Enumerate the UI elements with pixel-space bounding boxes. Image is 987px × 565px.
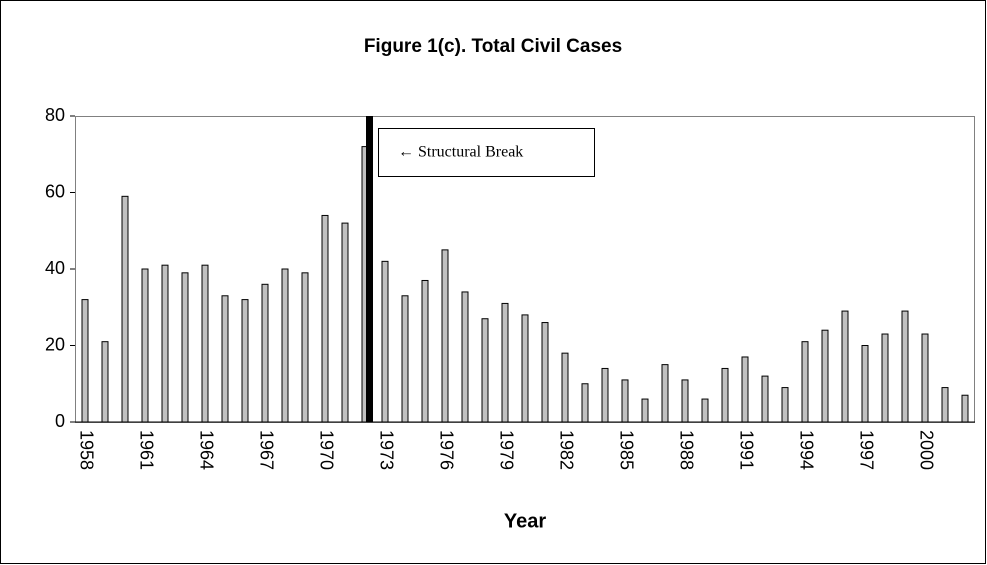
x-tick-label: 1973 xyxy=(376,430,396,470)
bar xyxy=(781,387,789,423)
chart-title: Figure 1(c). Total Civil Cases xyxy=(364,36,622,57)
bar xyxy=(861,345,869,423)
annotation: ← Structural Break xyxy=(398,144,523,161)
bar xyxy=(601,367,609,423)
y-tick-label: 80 xyxy=(45,105,65,125)
x-tick-label: 1985 xyxy=(616,430,636,470)
bar xyxy=(961,394,969,423)
bar xyxy=(461,291,469,423)
x-tick-label: 1982 xyxy=(556,430,576,470)
x-tick-label: 1988 xyxy=(676,430,696,470)
bar xyxy=(721,367,729,423)
bar xyxy=(241,299,249,423)
bar xyxy=(621,379,629,423)
bar xyxy=(481,318,489,423)
bar xyxy=(121,195,129,423)
bar xyxy=(161,264,169,423)
bar xyxy=(101,341,109,423)
bar xyxy=(321,214,329,423)
bar xyxy=(881,333,889,423)
x-tick-label: 1976 xyxy=(436,430,456,470)
y-tick-label: 20 xyxy=(45,334,65,354)
bar xyxy=(541,322,549,423)
bar xyxy=(141,268,149,423)
bar xyxy=(641,398,649,423)
x-tick-label: 1967 xyxy=(256,430,276,470)
bar xyxy=(221,295,229,423)
bar xyxy=(681,379,689,423)
bar xyxy=(201,264,209,423)
x-tick-label: 1994 xyxy=(796,430,816,470)
x-tick-label: 1970 xyxy=(316,430,336,470)
bar xyxy=(801,341,809,423)
bar xyxy=(581,383,589,423)
bar xyxy=(381,260,389,423)
bar xyxy=(401,295,409,423)
x-axis-label: Year xyxy=(504,510,546,532)
bar xyxy=(701,398,709,423)
structural-break-line xyxy=(366,116,373,422)
x-tick-label: 2000 xyxy=(916,430,936,470)
bar xyxy=(261,283,269,423)
bar xyxy=(281,268,289,423)
bar xyxy=(301,272,309,423)
bar xyxy=(901,310,909,423)
x-tick-label: 1958 xyxy=(76,430,96,470)
annotation-box xyxy=(378,128,595,177)
bar xyxy=(181,272,189,423)
bar xyxy=(441,249,449,423)
bar xyxy=(821,329,829,423)
bar xyxy=(561,352,569,423)
x-tick-label: 1991 xyxy=(736,430,756,470)
y-tick-label: 40 xyxy=(45,258,65,278)
x-tick-label: 1961 xyxy=(136,430,156,470)
bar xyxy=(761,375,769,423)
y-tick-label: 60 xyxy=(45,181,65,201)
bar xyxy=(941,387,949,423)
x-tick-label: 1964 xyxy=(196,430,216,470)
y-tick-label: 0 xyxy=(55,411,65,431)
bar xyxy=(421,279,429,423)
bar xyxy=(841,310,849,423)
x-tick-label: 1979 xyxy=(496,430,516,470)
bar xyxy=(741,356,749,423)
bar xyxy=(501,302,509,423)
bar xyxy=(921,333,929,423)
x-tick-label: 1997 xyxy=(856,430,876,470)
bar xyxy=(661,364,669,423)
bar xyxy=(521,314,529,423)
bar xyxy=(81,299,89,423)
bar xyxy=(341,222,349,423)
